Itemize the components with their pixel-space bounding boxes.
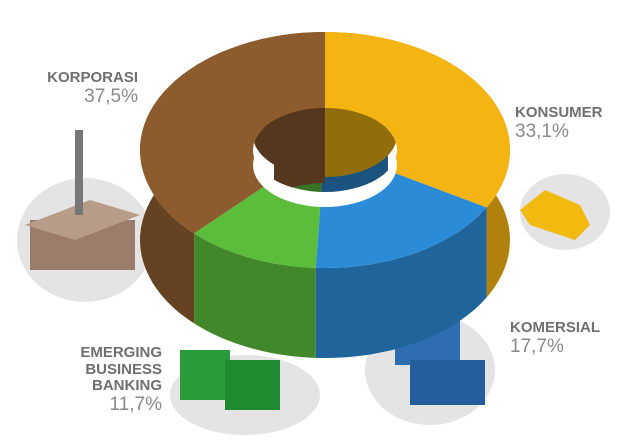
inner-side bbox=[253, 108, 325, 192]
slice bbox=[325, 32, 510, 208]
value-label: 37,5% bbox=[84, 85, 138, 107]
slice bbox=[194, 179, 322, 268]
inner-side bbox=[325, 108, 397, 192]
category-name: KORPORASI bbox=[47, 69, 138, 86]
slice-label: KONSUMER 33,1% bbox=[515, 104, 625, 142]
slice-label: KORPORASI 37,5% bbox=[10, 69, 138, 107]
slice-label: KOMERSIAL 17,7% bbox=[510, 319, 620, 357]
slice bbox=[140, 32, 325, 234]
category-name: EMERGING BUSINESS BANKING bbox=[80, 344, 162, 394]
donut bbox=[140, 32, 510, 358]
value-label: 17,7% bbox=[510, 335, 564, 357]
value-label: 33,1% bbox=[515, 120, 569, 142]
slice-side bbox=[194, 233, 316, 358]
slice-side bbox=[315, 207, 487, 358]
slice-label: EMERGING BUSINESS BANKING 11,7% bbox=[30, 344, 162, 415]
category-name: KOMERSIAL bbox=[510, 319, 600, 336]
category-name: KONSUMER bbox=[515, 104, 603, 121]
value-label: 11,7% bbox=[109, 393, 162, 415]
